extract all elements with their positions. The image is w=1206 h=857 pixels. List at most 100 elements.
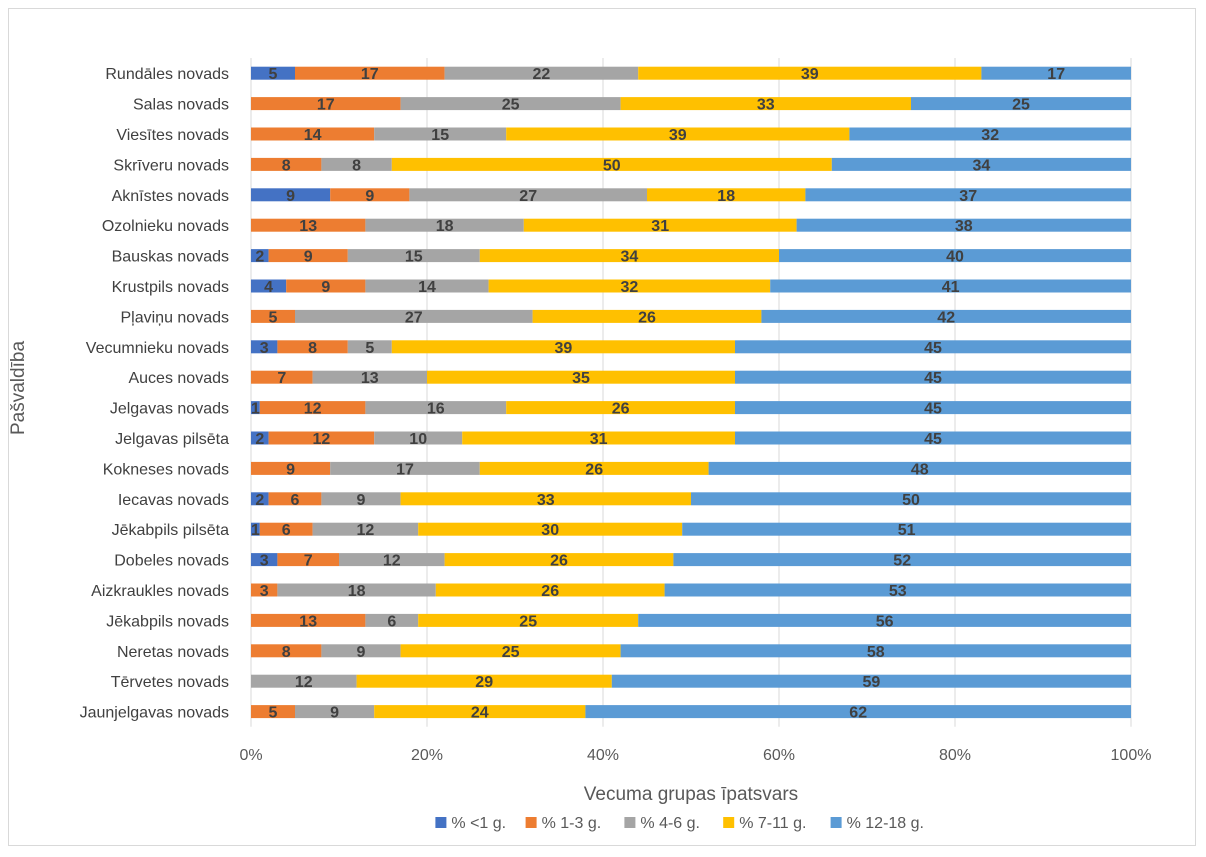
data-label: 32 <box>981 127 999 144</box>
data-label: 53 <box>889 583 907 600</box>
data-label: 27 <box>519 188 537 205</box>
bar-segment <box>735 340 1131 354</box>
data-label: 45 <box>924 431 942 448</box>
bar-segment <box>479 249 779 263</box>
bar-segment <box>647 188 806 202</box>
bar-segment <box>400 492 691 506</box>
data-label: 25 <box>502 644 520 661</box>
bar-segment <box>295 309 533 323</box>
bar-segment <box>251 309 295 323</box>
data-label: 15 <box>405 249 423 266</box>
category-label: Viesītes novads <box>116 127 229 144</box>
data-label: 17 <box>317 97 335 114</box>
data-label: 33 <box>537 492 555 509</box>
bar-segment <box>259 522 313 536</box>
data-label: 16 <box>427 401 445 418</box>
bar-segment <box>330 461 480 475</box>
bar-segment <box>911 97 1131 111</box>
bar-segment <box>418 522 683 536</box>
bar-segment <box>611 674 1131 688</box>
data-label: 62 <box>849 705 867 722</box>
x-tick-label: 100% <box>1111 747 1152 764</box>
data-label: 45 <box>924 401 942 418</box>
data-label: 34 <box>973 157 991 174</box>
data-label: 25 <box>502 97 520 114</box>
x-tick-labels: 0% 20% 40% 60% 80% 100% <box>239 747 1151 764</box>
y-axis-title: Pašvaldība <box>8 341 29 435</box>
legend-swatch <box>435 817 447 828</box>
bar-segment <box>251 401 260 415</box>
data-label: 10 <box>409 431 427 448</box>
category-label: Kokneses novads <box>103 461 229 478</box>
category-label: Pļaviņu novads <box>120 309 229 326</box>
bar-segment <box>277 553 339 567</box>
data-label: 30 <box>541 522 559 539</box>
bar-segment <box>251 218 366 232</box>
bar-segment <box>462 431 735 445</box>
bar-segment <box>664 583 1131 597</box>
data-label: 34 <box>621 249 639 266</box>
bar-segment <box>251 157 322 171</box>
bar-segment <box>444 553 674 567</box>
bar-segment <box>251 279 287 293</box>
bar-segment <box>620 644 1131 658</box>
bar-segment <box>400 644 621 658</box>
bar-segment <box>506 401 735 415</box>
data-label: 45 <box>924 370 942 387</box>
bar-segment <box>673 553 1131 567</box>
data-label: 12 <box>304 401 322 418</box>
data-label: 51 <box>898 522 916 539</box>
data-label: 26 <box>541 583 559 600</box>
category-label: Aknīstes novads <box>112 188 229 205</box>
data-label: 50 <box>902 492 920 509</box>
data-label: 5 <box>365 340 374 357</box>
data-label: 9 <box>357 644 366 661</box>
data-label: 32 <box>621 279 639 296</box>
data-label: 31 <box>651 218 669 235</box>
bar-segment <box>251 705 295 719</box>
category-label: Krustpils novads <box>112 279 229 296</box>
bar-segment <box>251 370 313 384</box>
data-label: 18 <box>436 218 454 235</box>
bar-segment <box>585 705 1131 719</box>
legend-swatch <box>624 817 636 828</box>
data-label: 38 <box>955 218 973 235</box>
bar-segment <box>620 97 911 111</box>
bar-segment <box>391 157 832 171</box>
data-label: 9 <box>365 188 374 205</box>
data-label: 12 <box>357 522 375 539</box>
data-label: 8 <box>282 644 291 661</box>
data-label: 45 <box>924 340 942 357</box>
category-label: Rundāles novads <box>105 66 229 83</box>
bar-segment <box>251 249 269 263</box>
bar-segment <box>981 66 1131 80</box>
category-label: Neretas novads <box>117 644 229 661</box>
data-label: 3 <box>260 553 269 570</box>
bar-segment <box>682 522 1131 536</box>
data-label: 5 <box>269 705 278 722</box>
bar-segment <box>488 279 771 293</box>
bar-segment <box>523 218 797 232</box>
x-tick-label: 20% <box>411 747 443 764</box>
bar-segment <box>251 66 295 80</box>
bar-segment <box>779 249 1131 263</box>
data-label: 6 <box>291 492 300 509</box>
bar-segment <box>400 97 621 111</box>
legend: % <1 g. % 1-3 g. % 4-6 g. % 7-11 g. % 12-18 … <box>435 815 924 832</box>
category-label: Skrīveru novads <box>113 157 229 174</box>
data-label: 48 <box>911 461 929 478</box>
category-label: Tērvetes novads <box>111 674 229 691</box>
data-label: 24 <box>471 705 489 722</box>
data-label: 17 <box>361 66 379 83</box>
data-label: 5 <box>269 66 278 83</box>
bar-segment <box>251 431 269 445</box>
bar-segment <box>347 340 392 354</box>
bar-segment <box>251 340 278 354</box>
bar-segment <box>321 157 392 171</box>
data-label: 22 <box>533 66 551 83</box>
data-label: 9 <box>330 705 339 722</box>
bar-segment <box>761 309 1131 323</box>
data-label: 58 <box>867 644 885 661</box>
bar-segment <box>251 674 357 688</box>
